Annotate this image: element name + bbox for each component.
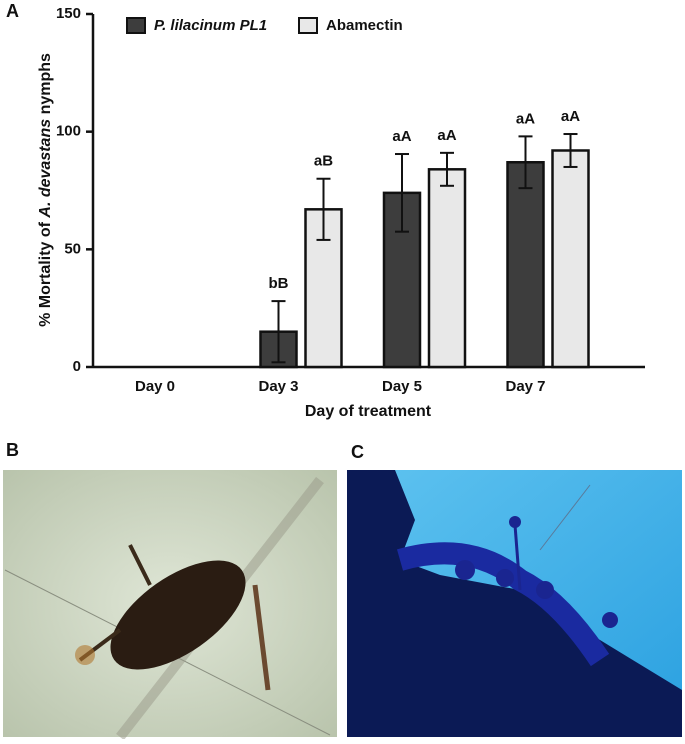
y-axis-label-part: A. devastans (37, 119, 54, 219)
error-bar (271, 300, 286, 364)
x-tick-label: Day 7 (505, 378, 545, 395)
error-bar (518, 135, 533, 190)
x-tick-label: Day 0 (135, 378, 175, 395)
panel-label: B (6, 440, 19, 460)
annotation: aA (561, 108, 580, 125)
y-axis-label: % Mortality of A. devastans nymphs (37, 53, 54, 327)
legend-swatch (298, 17, 318, 34)
error-bar (316, 177, 331, 241)
legend-label: P. lilacinum PL1 (154, 17, 267, 34)
y-tick-label: 100 (56, 123, 81, 140)
error-bar (563, 133, 578, 168)
y-axis-label-part: nymphs (37, 53, 54, 119)
error-bar (440, 151, 454, 187)
legend-swatch (126, 17, 146, 34)
legend-label: Abamectin (326, 17, 403, 34)
x-tick-label: Day 3 (258, 378, 298, 395)
bar (382, 191, 422, 369)
y-tick-label: 50 (64, 240, 81, 257)
panel-label: C (351, 442, 364, 462)
y-tick-label: 0 (73, 358, 81, 375)
x-tick-label: Day 5 (382, 378, 422, 395)
y-tick-label: 150 (56, 5, 81, 22)
bar (427, 168, 467, 369)
annotation: aB (314, 153, 333, 170)
annotation: aA (516, 110, 535, 127)
photo-b (3, 470, 337, 741)
annotation: bB (269, 275, 289, 292)
bar (551, 149, 590, 369)
x-axis-label: Day of treatment (305, 403, 432, 420)
photo-c (347, 470, 682, 737)
annotation: aA (392, 128, 411, 145)
annotation: aA (437, 127, 456, 144)
error-bar (395, 153, 409, 233)
bar (506, 161, 545, 369)
y-axis-label-part: % Mortality of (37, 218, 54, 327)
panel-label: A (6, 1, 19, 21)
